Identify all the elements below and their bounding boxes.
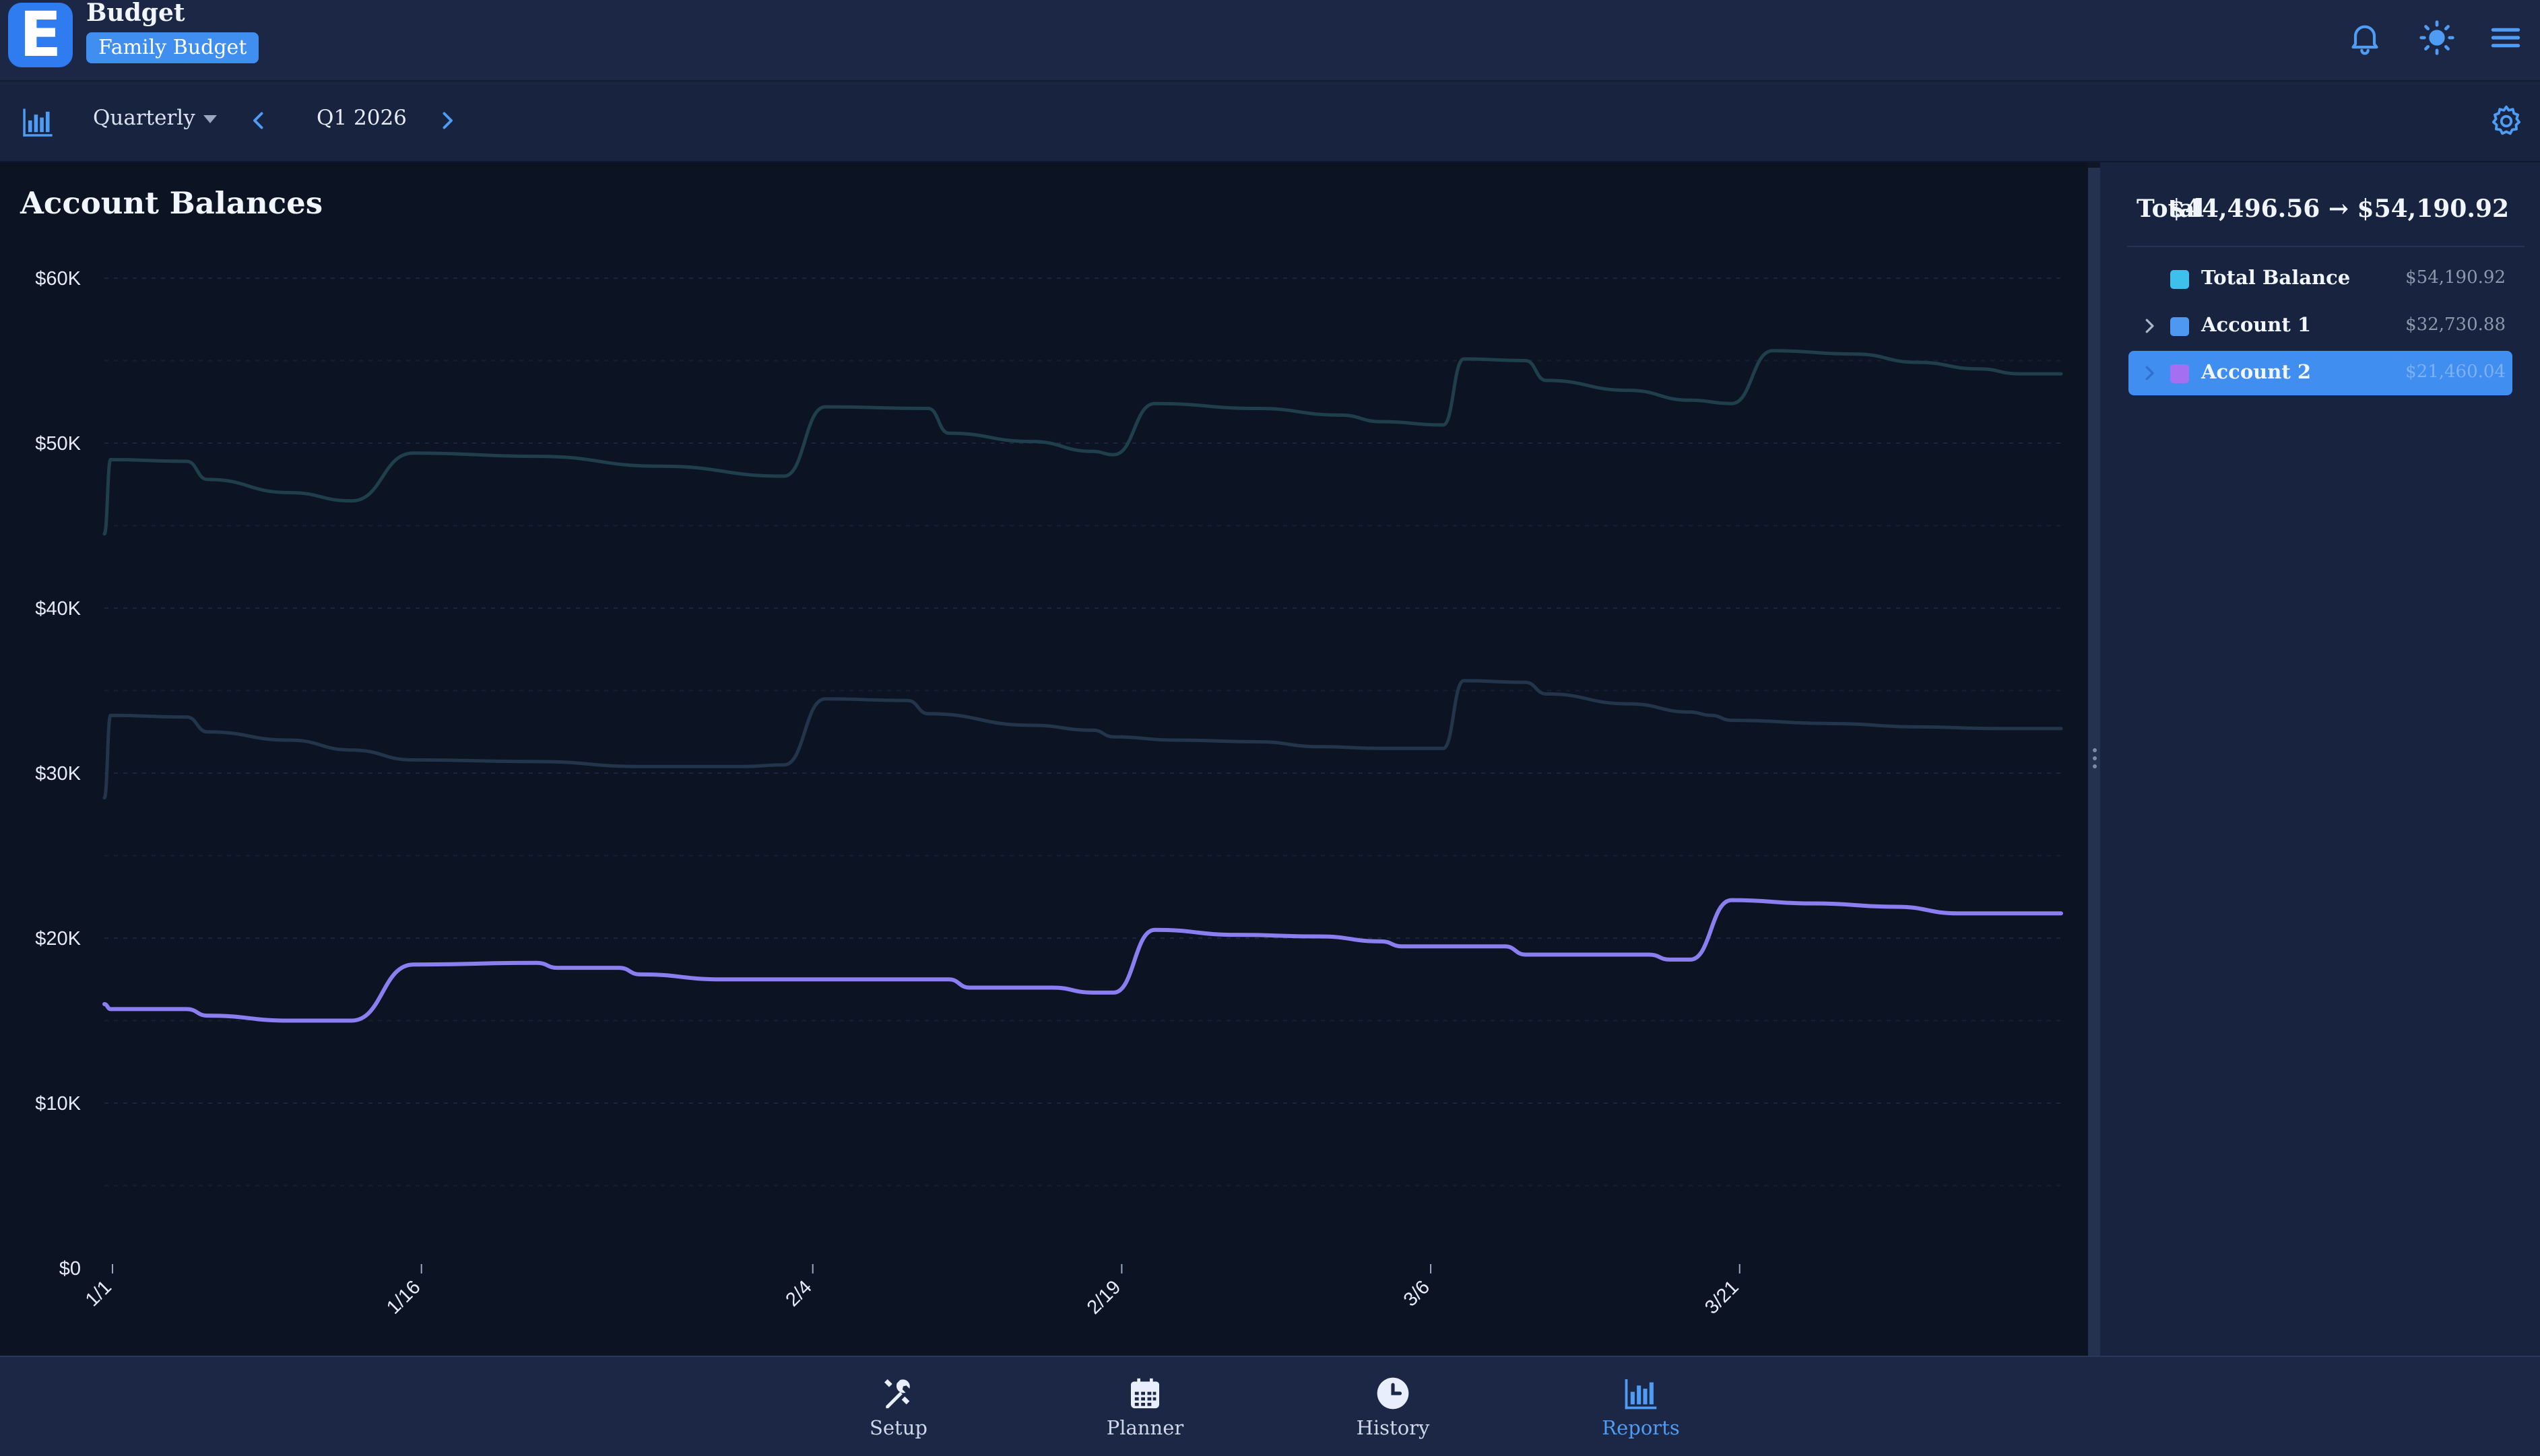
app-title: Budget [86, 0, 185, 27]
grip-dot [2093, 756, 2097, 760]
chevron-right-icon[interactable] [2139, 316, 2159, 336]
period-type-label: Quarterly [93, 106, 195, 130]
legend-row-account-2[interactable]: Account 2 $21,460.04 [2128, 351, 2512, 395]
legend-row-total-balance[interactable]: Total Balance $54,190.92 [2128, 257, 2512, 301]
clock-icon [1374, 1375, 1412, 1412]
bell-icon[interactable] [2346, 19, 2384, 57]
caret-down-icon [203, 114, 217, 123]
gear-icon[interactable] [2488, 103, 2525, 139]
y-tick-label: $0 [59, 1258, 81, 1280]
y-tick-label: $20K [35, 928, 81, 950]
nav-setup[interactable]: Setup [845, 1357, 952, 1456]
x-tick-label: 3/21 [1701, 1276, 1743, 1319]
nav-label: Planner [1106, 1416, 1184, 1439]
total-range: $44,496.56 → $54,190.92 [2168, 195, 2509, 223]
grip-dot [2093, 748, 2097, 752]
legend-row-name: Account 1 [2201, 313, 2311, 336]
series-line-account-2 [102, 898, 2063, 1023]
top-bar: E Budget Family Budget [0, 0, 2540, 81]
report-toolbar: Quarterly Q1 2026 [0, 81, 2540, 162]
color-swatch [2170, 364, 2189, 383]
nav-history[interactable]: History [1339, 1357, 1447, 1456]
legend-row-value: $54,190.92 [2405, 267, 2506, 288]
budget-badge[interactable]: Family Budget [86, 32, 259, 63]
chart-area: Account Balances $0 $10K $20K $30K $40K $50K $… [0, 162, 2088, 1356]
y-tick-label: $30K [35, 763, 81, 785]
tools-icon [880, 1375, 917, 1412]
series-line-account-1 [102, 679, 2063, 800]
menu-icon[interactable] [2487, 19, 2525, 57]
y-tick-label: $50K [35, 433, 81, 455]
legend-row-value: $21,460.04 [2405, 362, 2506, 382]
color-swatch [2170, 317, 2189, 336]
period-type-select[interactable]: Quarterly [93, 106, 217, 130]
legend-row-name: Total Balance [2201, 266, 2351, 289]
color-swatch [2170, 270, 2189, 289]
legend-row-value: $32,730.88 [2405, 315, 2506, 335]
period-label: Q1 2026 [317, 106, 407, 130]
x-tick-label: 1/1 [82, 1276, 116, 1311]
nav-label: Setup [870, 1416, 927, 1439]
series-line-total-balance [102, 349, 2063, 536]
nav-planner[interactable]: Planner [1091, 1357, 1199, 1456]
sun-icon[interactable] [2418, 19, 2456, 57]
chevron-left-icon[interactable] [247, 108, 271, 133]
nav-label: Reports [1602, 1416, 1680, 1439]
x-tick-label: 1/16 [383, 1276, 425, 1319]
total-label: Total [2137, 195, 2205, 223]
bar-chart-icon[interactable] [20, 104, 55, 139]
y-tick-label: $60K [35, 268, 81, 290]
account-balances-chart: $0 $10K $20K $30K $40K $50K $60K 1/1 1/16 2/4 2/19… [35, 268, 2063, 1319]
bottom-nav: Setup Planner History [0, 1356, 2540, 1456]
chart-title: Account Balances [20, 185, 323, 221]
x-tick-label: 2/4 [781, 1276, 816, 1311]
grip-dot [2093, 764, 2097, 768]
divider [2127, 246, 2525, 247]
calendar-icon [1126, 1375, 1164, 1412]
legend-row-account-1[interactable]: Account 1 $32,730.88 [2128, 304, 2512, 348]
nav-reports[interactable]: Reports [1587, 1357, 1695, 1456]
chevron-right-icon[interactable] [435, 108, 459, 133]
x-tick-label: 3/6 [1400, 1276, 1434, 1311]
y-tick-label: $40K [35, 598, 81, 620]
y-tick-label: $10K [35, 1093, 81, 1115]
panel-resize-handle[interactable] [2088, 168, 2100, 1356]
chevron-right-icon[interactable] [2139, 363, 2159, 383]
x-tick-label: 2/19 [1083, 1276, 1126, 1319]
legend-panel: Total $44,496.56 → $54,190.92 Total Bala… [2100, 162, 2540, 1356]
bar-chart-icon [1622, 1375, 1660, 1412]
nav-label: History [1356, 1416, 1430, 1439]
app-logo[interactable]: E [8, 3, 73, 67]
legend-row-name: Account 2 [2201, 360, 2311, 383]
